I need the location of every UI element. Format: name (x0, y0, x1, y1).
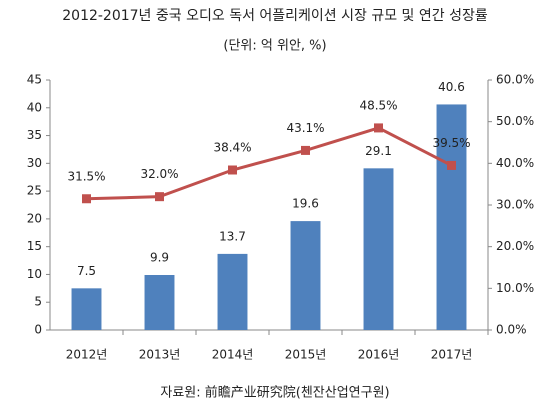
bar-value-label: 9.9 (150, 251, 169, 265)
bar-value-label: 40.6 (438, 80, 465, 94)
line-value-label: 31.5% (67, 169, 105, 183)
chart-subtitle: (단위: 억 위안, %) (223, 39, 326, 54)
line (86, 126, 453, 201)
line-marker (301, 145, 310, 155)
y2-tick-label: 10.0% (496, 281, 534, 295)
x-tick-label: 2013년 (139, 348, 181, 362)
line-marker (447, 160, 456, 170)
line-value-label: 43.1% (286, 121, 324, 135)
y2-tick-label: 50.0% (496, 114, 534, 128)
y2-tick-label: 0.0% (496, 323, 527, 337)
bar (71, 288, 102, 330)
y-tick-label: 0 (34, 323, 42, 337)
y-tick-label: 45 (27, 73, 42, 87)
y-tick-label: 30 (27, 156, 42, 170)
y-tick-label: 20 (27, 211, 42, 225)
x-tick-label: 2016년 (358, 348, 400, 362)
bar-value-label: 29.1 (365, 144, 392, 158)
bar-value-label: 7.5 (77, 264, 96, 278)
y-tick-label: 10 (27, 267, 42, 281)
bar (290, 221, 321, 330)
line-value-label: 32.0% (140, 167, 178, 181)
y-tick-label: 35 (27, 128, 42, 142)
bar-value-label: 13.7 (219, 229, 246, 243)
x-tick-label: 2017년 (431, 348, 473, 362)
y2-tick-label: 40.0% (496, 156, 534, 170)
bar-value-label: 19.6 (292, 197, 319, 211)
x-tick-label: 2012년 (66, 348, 108, 362)
line-marker (155, 192, 164, 202)
line-marker (82, 194, 91, 204)
source-note: 자료원: 前瞻产业研究院(첸잔산업연구원) (160, 385, 389, 401)
y-tick-label: 40 (27, 100, 42, 114)
y-tick-label: 15 (27, 239, 42, 253)
line-value-label: 39.5% (432, 136, 470, 150)
line-value-label: 38.4% (213, 141, 251, 155)
bar (217, 253, 248, 330)
x-tick-label: 2015년 (285, 348, 327, 362)
bar (144, 275, 175, 330)
y2-tick-label: 60.0% (496, 73, 534, 87)
y-tick-label: 5 (34, 295, 42, 309)
y-tick-label: 25 (27, 184, 42, 198)
line-marker (374, 123, 383, 133)
line-marker (228, 165, 237, 175)
y2-tick-label: 20.0% (496, 239, 534, 253)
bar (436, 104, 467, 330)
bar (363, 168, 394, 330)
line-value-label: 48.5% (359, 98, 397, 112)
y2-tick-label: 30.0% (496, 198, 534, 212)
chart-title: 2012-2017년 중국 오디오 독서 어플리케이션 시장 규모 및 연간 성… (62, 8, 488, 24)
x-tick-label: 2014년 (212, 348, 254, 362)
